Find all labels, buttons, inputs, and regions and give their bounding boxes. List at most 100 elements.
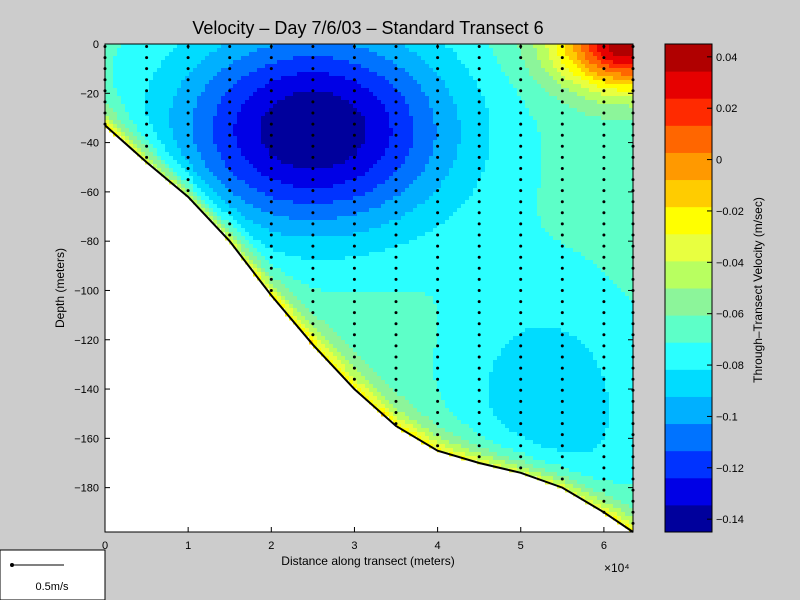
contour-cell: [309, 184, 314, 189]
contour-cell: [357, 56, 362, 61]
contour-cell: [245, 244, 250, 249]
contour-cell: [321, 100, 326, 105]
contour-cell: [377, 188, 382, 193]
contour-cell: [305, 244, 310, 249]
contour-cell: [393, 204, 398, 209]
contour-cell: [409, 112, 414, 117]
contour-cell: [217, 196, 222, 201]
contour-cell: [361, 356, 366, 361]
contour-cell: [229, 232, 234, 237]
contour-cell: [417, 260, 422, 265]
contour-cell: [293, 104, 298, 109]
contour-cell: [373, 344, 378, 349]
contour-cell: [397, 240, 402, 245]
contour-cell: [401, 344, 406, 349]
contour-cell: [377, 212, 382, 217]
contour-cell: [277, 116, 282, 121]
contour-cell: [377, 108, 382, 113]
contour-cell: [329, 196, 334, 201]
contour-cell: [381, 252, 386, 257]
contour-cell: [289, 228, 294, 233]
contour-cell: [313, 204, 318, 209]
contour-cell: [113, 76, 118, 81]
contour-cell: [345, 48, 350, 53]
contour-cell: [257, 80, 262, 85]
contour-cell: [393, 84, 398, 89]
contour-cell: [385, 280, 390, 285]
contour-cell: [389, 416, 394, 421]
contour-cell: [249, 132, 254, 137]
contour-cell: [213, 184, 218, 189]
contour-cell: [301, 164, 306, 169]
contour-cell: [425, 356, 430, 361]
contour-cell: [213, 72, 218, 77]
contour-cell: [345, 356, 350, 361]
contour-cell: [277, 172, 282, 177]
contour-cell: [285, 144, 290, 149]
contour-cell: [397, 220, 402, 225]
contour-cell: [373, 176, 378, 181]
contour-cell: [357, 72, 362, 77]
contour-cell: [337, 192, 342, 197]
contour-cell: [361, 176, 366, 181]
contour-cell: [197, 172, 202, 177]
contour-cell: [333, 60, 338, 65]
contour-cell: [129, 140, 134, 145]
contour-cell: [293, 116, 298, 121]
contour-cell: [217, 128, 222, 133]
contour-cell: [213, 164, 218, 169]
contour-cell: [233, 88, 238, 93]
contour-cell: [273, 216, 278, 221]
contour-cell: [221, 136, 226, 141]
contour-cell: [269, 116, 274, 121]
contour-cell: [301, 84, 306, 89]
contour-cell: [369, 96, 374, 101]
contour-cell: [349, 136, 354, 141]
contour-cell: [429, 176, 434, 181]
contour-cell: [345, 184, 350, 189]
contour-cell: [349, 152, 354, 157]
contour-cell: [301, 240, 306, 245]
contour-cell: [393, 96, 398, 101]
contour-cell: [341, 88, 346, 93]
contour-cell: [265, 92, 270, 97]
contour-cell: [201, 204, 206, 209]
contour-cell: [361, 392, 366, 397]
contour-cell: [293, 112, 298, 117]
contour-cell: [273, 156, 278, 161]
contour-cell: [285, 184, 290, 189]
contour-cell: [329, 188, 334, 193]
contour-cell: [313, 64, 318, 69]
contour-cell: [249, 48, 254, 53]
contour-cell: [373, 84, 378, 89]
contour-cell: [405, 48, 410, 53]
contour-cell: [277, 216, 282, 221]
contour-cell: [405, 172, 410, 177]
contour-cell: [413, 320, 418, 325]
contour-cell: [281, 44, 286, 49]
contour-cell: [157, 140, 162, 145]
contour-cell: [325, 152, 330, 157]
contour-cell: [373, 184, 378, 189]
contour-cell: [229, 72, 234, 77]
contour-cell: [125, 84, 130, 89]
contour-cell: [401, 300, 406, 305]
contour-cell: [357, 136, 362, 141]
contour-cell: [137, 128, 142, 133]
contour-cell: [221, 212, 226, 217]
contour-cell: [253, 192, 258, 197]
contour-cell: [413, 268, 418, 273]
contour-cell: [381, 172, 386, 177]
contour-cell: [205, 164, 210, 169]
contour-cell: [317, 188, 322, 193]
contour-cell: [361, 360, 366, 365]
contour-cell: [369, 340, 374, 345]
contour-cell: [229, 208, 234, 213]
contour-cell: [393, 340, 398, 345]
contour-cell: [377, 120, 382, 125]
contour-cell: [341, 172, 346, 177]
contour-cell: [257, 264, 262, 269]
contour-cell: [353, 216, 358, 221]
contour-cell: [269, 164, 274, 169]
contour-cell: [309, 296, 314, 301]
